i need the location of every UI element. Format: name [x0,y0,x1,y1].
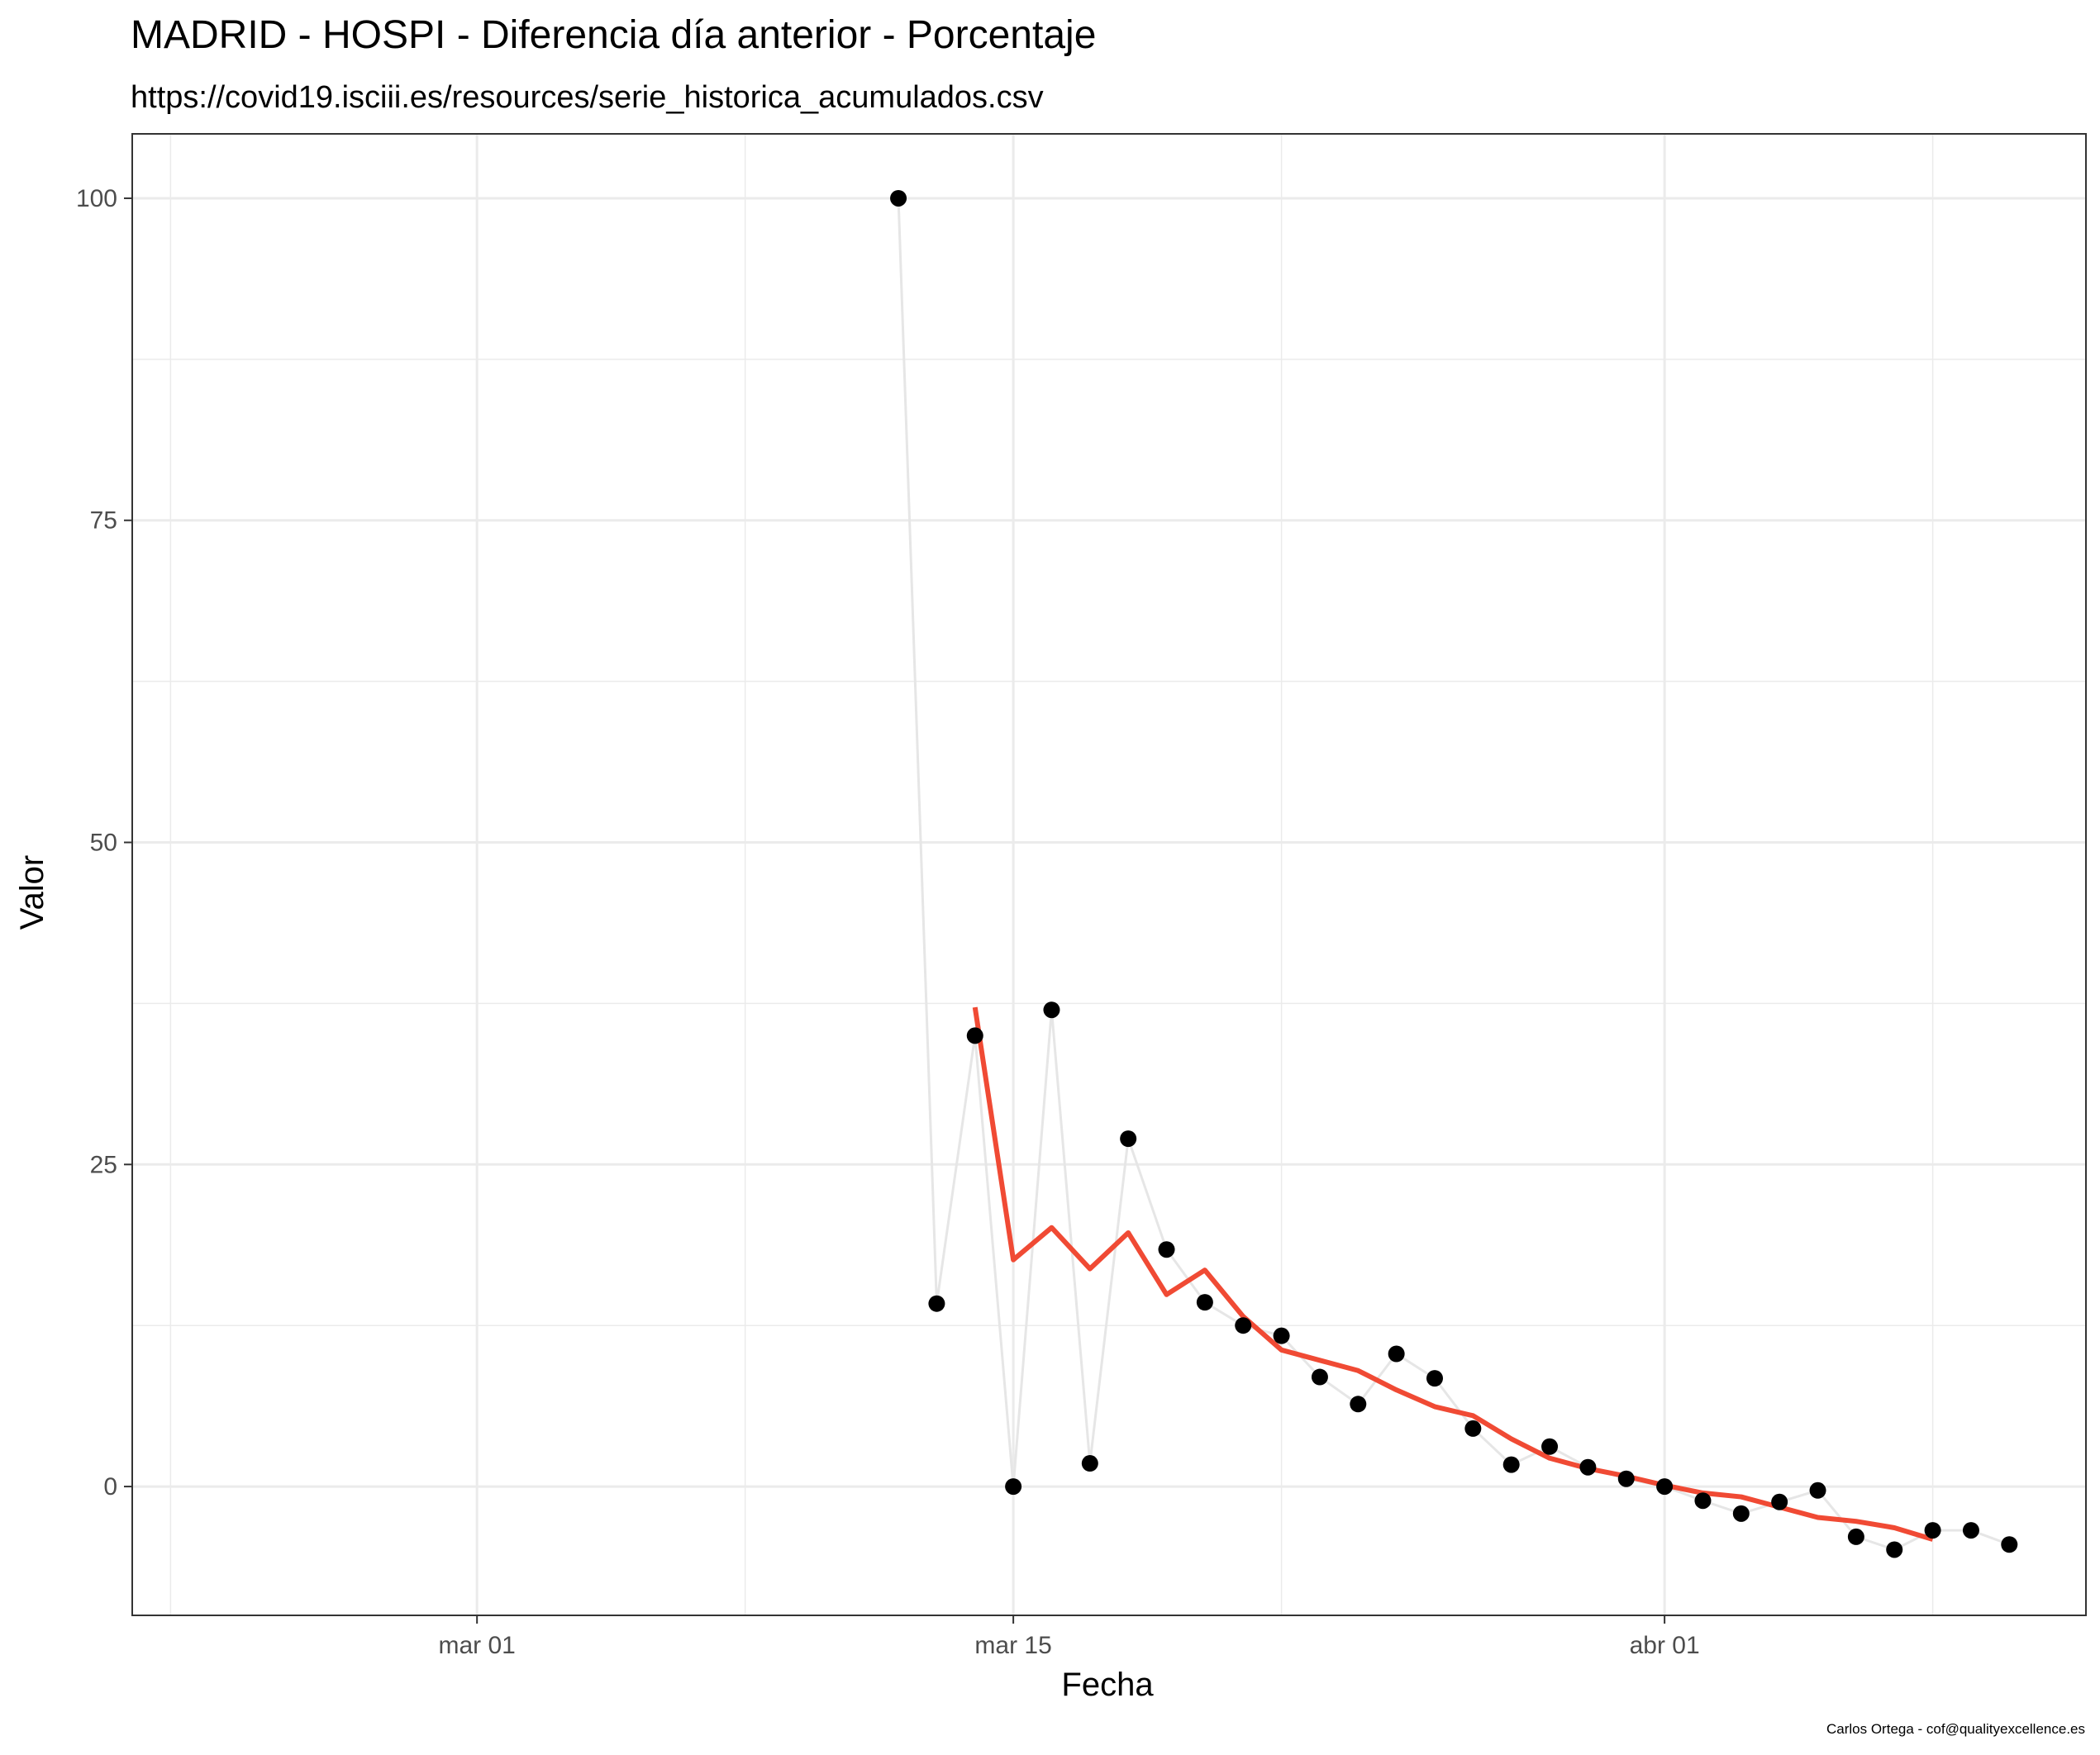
y-axis-title: Valor [14,855,50,930]
data-point [890,189,907,207]
data-point [1120,1130,1137,1148]
x-tick-label: mar 01 [438,1632,515,1659]
plot-panel [131,133,2087,1616]
y-tick-label: 25 [90,1151,117,1178]
y-tick-label: 0 [103,1473,117,1501]
grid-major [132,134,2086,1615]
data-point [1350,1396,1367,1413]
data-point [1502,1456,1520,1473]
data-point [1158,1241,1175,1258]
chart-caption: Carlos Ortega - cof@qualityexcellence.es [1826,1721,2085,1737]
data-point [1656,1478,1674,1496]
connector-layer [897,197,2010,1552]
y-axis: 0 25 50 75 100 [76,185,132,1501]
data-point [1005,1478,1022,1496]
x-axis: mar 01 mar 15 abr 01 [438,1615,1700,1659]
data-point [1541,1438,1559,1455]
chart-title: MADRID - HOSPI - Diferencia día anterior… [131,13,1096,57]
data-point [1464,1420,1482,1437]
data-point [1311,1368,1328,1386]
data-point [1273,1327,1290,1344]
grid-minor [132,134,2086,1615]
data-point [2001,1536,2018,1553]
points-layer [890,189,2018,1558]
data-point [1617,1470,1635,1487]
data-point [1732,1505,1750,1522]
data-point [1235,1317,1252,1334]
x-axis-title: Fecha [1061,1667,1154,1703]
data-point [1962,1522,1979,1539]
data-point [1579,1458,1597,1476]
y-tick-label: 75 [90,507,117,535]
series-connector-line [897,197,2010,1552]
data-point [1081,1455,1098,1472]
data-point [1771,1493,1788,1510]
panel-border [131,133,2087,1616]
x-tick-label: mar 15 [974,1632,1051,1659]
x-tick-label: abr 01 [1630,1632,1700,1659]
y-tick-label: 100 [76,185,117,212]
data-point [1694,1492,1712,1510]
data-point [1847,1528,1864,1545]
y-tick-label: 50 [90,830,117,857]
data-point [1388,1345,1405,1363]
data-point [1426,1370,1443,1387]
data-point [1196,1294,1213,1311]
chart-subtitle: https://covid19.isciii.es/resources/seri… [131,80,1044,115]
data-point [1886,1541,1903,1558]
data-point [928,1295,945,1312]
data-point [1809,1482,1826,1499]
data-point [1043,1001,1060,1019]
data-point [966,1027,983,1044]
panel-background [132,134,2086,1615]
data-point [1924,1522,1941,1539]
